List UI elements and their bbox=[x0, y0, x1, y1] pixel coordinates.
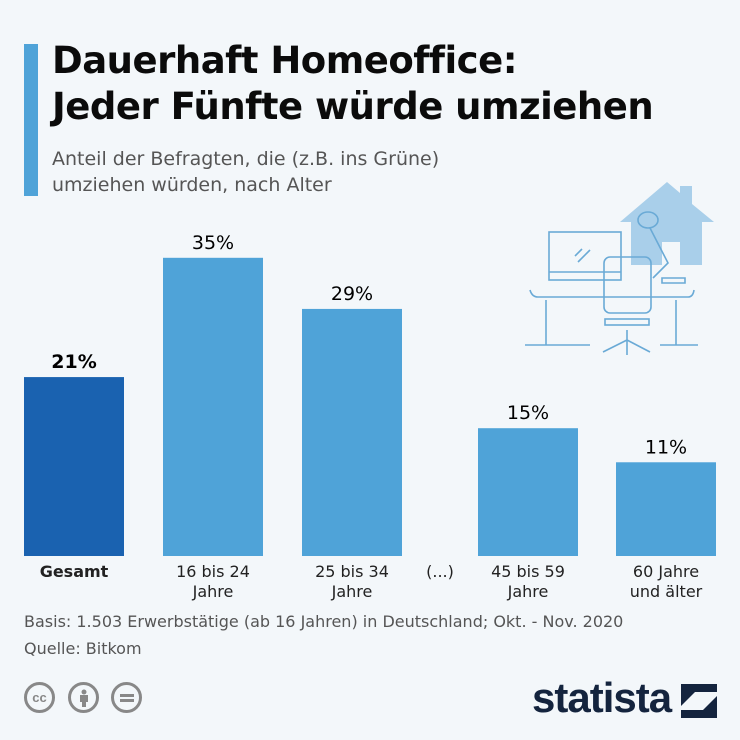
bar-5 bbox=[616, 462, 716, 556]
by-icon[interactable] bbox=[68, 682, 99, 713]
category-label-3: (...) bbox=[426, 562, 454, 581]
title-line-1: Dauerhaft Homeoffice: bbox=[52, 39, 518, 82]
basis-note: Basis: 1.503 Erwerbstätige (ab 16 Jahren… bbox=[24, 612, 624, 631]
subtitle-line-1: Anteil der Befragten, die (z.B. ins Grün… bbox=[52, 148, 440, 170]
category-label-2: 25 bis 34 bbox=[315, 562, 389, 581]
person-icon bbox=[79, 689, 88, 707]
category-label-4: 45 bis 59 bbox=[491, 562, 565, 581]
cc-text: cc bbox=[32, 690, 47, 705]
subtitle-line-2: umziehen würden, nach Alter bbox=[52, 174, 332, 196]
cc-icon[interactable]: cc bbox=[24, 682, 55, 713]
title-accent-bar bbox=[24, 44, 38, 196]
data-label-5: 11% bbox=[645, 436, 687, 458]
category-label-4: Jahre bbox=[507, 582, 549, 601]
data-label-1: 35% bbox=[192, 232, 234, 254]
category-label-2: Jahre bbox=[331, 582, 373, 601]
title-line-2: Jeder Fünfte würde umziehen bbox=[52, 85, 654, 128]
data-label-0: 21% bbox=[51, 351, 96, 373]
bar-2 bbox=[302, 308, 402, 556]
category-label-1: Jahre bbox=[192, 582, 234, 601]
data-label-4: 15% bbox=[507, 402, 549, 424]
bar-1 bbox=[163, 257, 263, 556]
page-title: Dauerhaft Homeoffice: Jeder Fünfte würde… bbox=[52, 38, 654, 130]
nd-icon[interactable] bbox=[111, 682, 142, 713]
category-label-5: 60 Jahre bbox=[633, 562, 699, 581]
equals-icon bbox=[119, 693, 134, 702]
category-label-5: und älter bbox=[630, 582, 703, 601]
home-office-illustration-icon bbox=[525, 182, 714, 355]
statista-logo-icon bbox=[681, 684, 717, 718]
category-label-1: 16 bis 24 bbox=[176, 562, 250, 581]
source-note: Quelle: Bitkom bbox=[24, 639, 142, 658]
bar-0 bbox=[24, 377, 124, 556]
brand-text: statista bbox=[532, 674, 672, 721]
bar-4 bbox=[478, 428, 578, 556]
data-label-2: 29% bbox=[331, 283, 373, 305]
subtitle: Anteil der Befragten, die (z.B. ins Grün… bbox=[52, 146, 439, 198]
category-label-0: Gesamt bbox=[40, 562, 109, 581]
statista-logo[interactable]: statista bbox=[532, 674, 672, 722]
